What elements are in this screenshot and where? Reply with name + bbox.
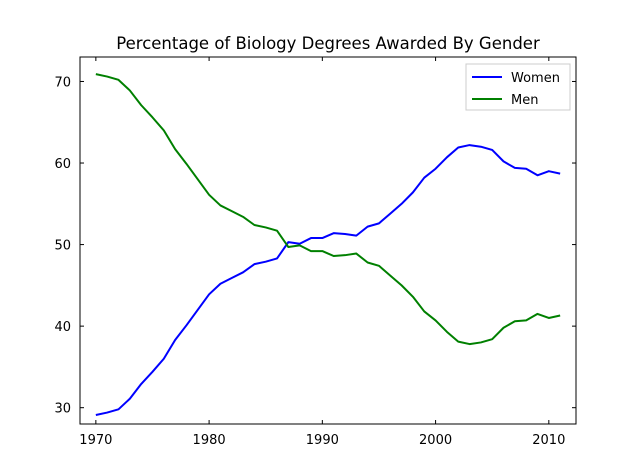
x-tick-label: 1980 [193,433,226,448]
x-tick-label: 2000 [419,433,452,448]
y-tick-label: 40 [54,320,71,335]
x-axis: 1970 1980 1990 2000 2010 [79,57,565,448]
x-tick-label: 1990 [306,433,339,448]
series-line-men [95,73,561,346]
y-tick-label: 50 [54,239,71,254]
legend-label-men: Men [511,93,538,108]
y-tick-label: 30 [54,402,71,417]
y-tick-label: 70 [54,75,71,90]
x-tick-label: 1970 [79,433,112,448]
series-line-women [95,144,561,417]
chart-title: Percentage of Biology Degrees Awarded By… [116,34,540,53]
series-layer [95,73,561,417]
legend-box [465,63,571,111]
y-tick-label: 60 [54,157,71,172]
x-tick-label: 2010 [532,433,565,448]
plot-frame [79,56,577,425]
y-axis: 30 40 50 60 70 [54,75,576,417]
legend: Women Men [465,63,571,111]
legend-label-women: Women [511,71,560,86]
